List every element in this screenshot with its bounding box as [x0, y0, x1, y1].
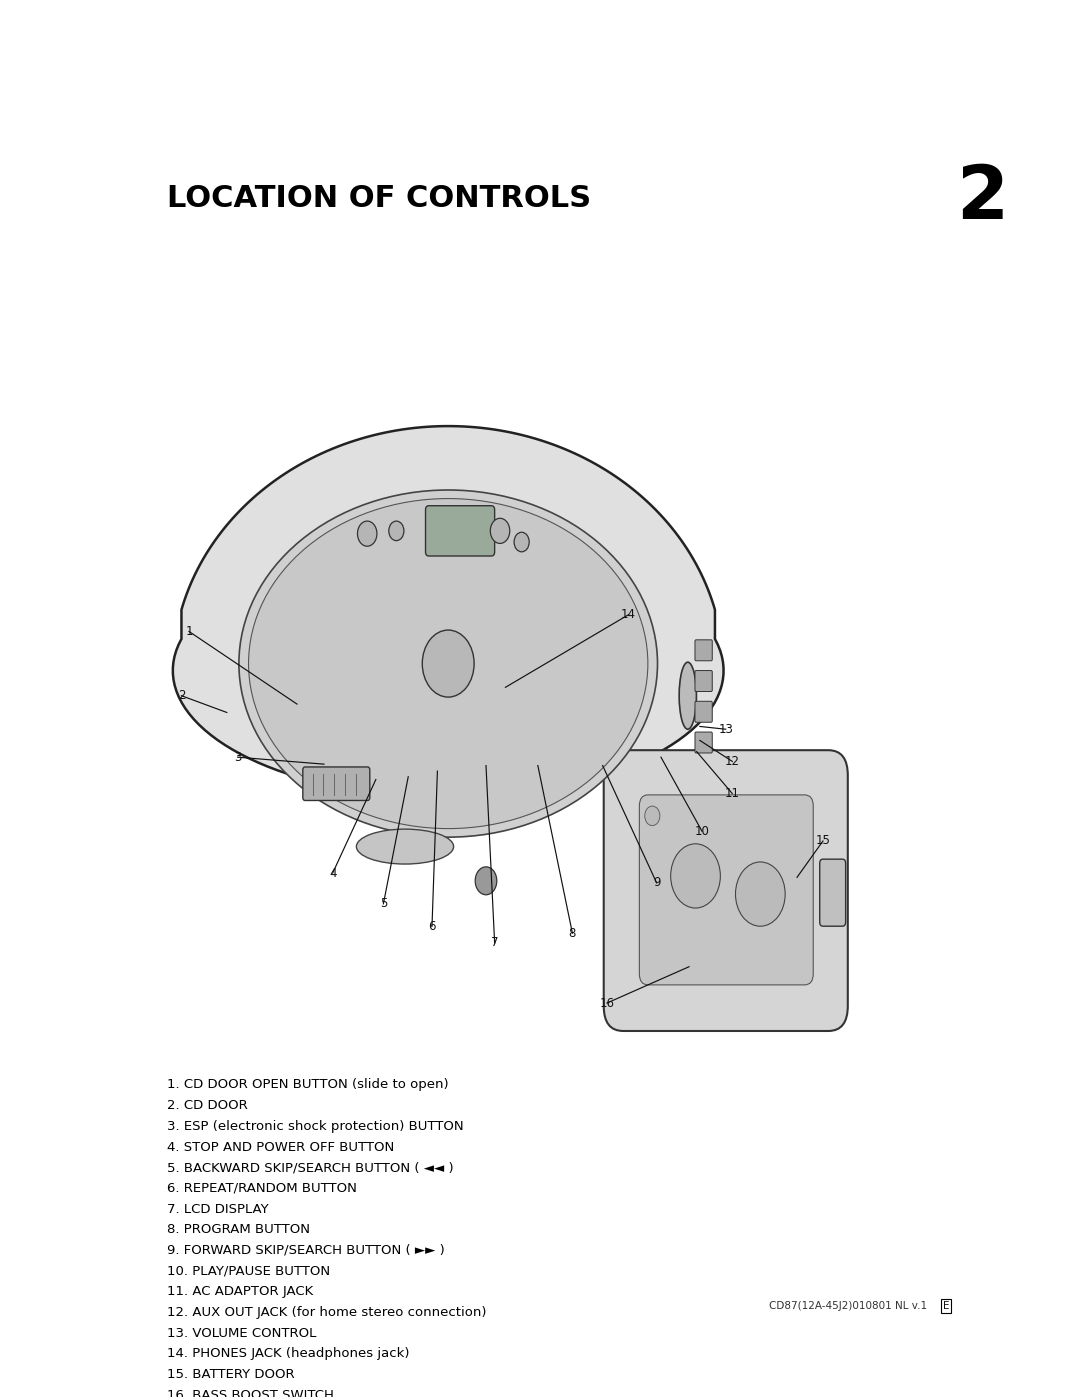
Ellipse shape	[679, 662, 697, 729]
Text: 6. REPEAT/RANDOM BUTTON: 6. REPEAT/RANDOM BUTTON	[167, 1182, 357, 1194]
Text: 13. VOLUME CONTROL: 13. VOLUME CONTROL	[167, 1327, 316, 1340]
Circle shape	[514, 532, 529, 552]
Text: LOCATION OF CONTROLS: LOCATION OF CONTROLS	[167, 184, 592, 212]
Text: 1: 1	[186, 624, 192, 638]
Text: 2. CD DOOR: 2. CD DOOR	[167, 1099, 248, 1112]
Text: E: E	[943, 1301, 949, 1312]
Text: 10. PLAY/PAUSE BUTTON: 10. PLAY/PAUSE BUTTON	[167, 1264, 330, 1278]
Text: 9. FORWARD SKIP/SEARCH BUTTON ( ►► ): 9. FORWARD SKIP/SEARCH BUTTON ( ►► )	[167, 1243, 445, 1257]
FancyBboxPatch shape	[696, 732, 713, 753]
Text: 14: 14	[621, 608, 636, 622]
Text: 1. CD DOOR OPEN BUTTON (slide to open): 1. CD DOOR OPEN BUTTON (slide to open)	[167, 1078, 449, 1091]
Text: 11. AC ADAPTOR JACK: 11. AC ADAPTOR JACK	[167, 1285, 313, 1298]
FancyBboxPatch shape	[302, 767, 369, 800]
Text: 3: 3	[234, 750, 241, 764]
Text: 12: 12	[725, 754, 740, 768]
Circle shape	[671, 844, 720, 908]
Text: 10: 10	[694, 824, 710, 838]
Circle shape	[735, 862, 785, 926]
Circle shape	[645, 806, 660, 826]
Circle shape	[389, 521, 404, 541]
Text: 16. BASS BOOST SWITCH: 16. BASS BOOST SWITCH	[167, 1389, 335, 1397]
Ellipse shape	[248, 499, 648, 828]
FancyBboxPatch shape	[639, 795, 813, 985]
Polygon shape	[173, 426, 724, 798]
FancyBboxPatch shape	[426, 506, 495, 556]
Text: 13: 13	[718, 722, 733, 736]
Circle shape	[422, 630, 474, 697]
Text: 4: 4	[329, 866, 336, 880]
FancyBboxPatch shape	[820, 859, 846, 926]
Text: 6: 6	[429, 919, 435, 933]
Text: 14. PHONES JACK (headphones jack): 14. PHONES JACK (headphones jack)	[167, 1347, 410, 1361]
Text: 15: 15	[815, 834, 831, 848]
Text: 12. AUX OUT JACK (for home stereo connection): 12. AUX OUT JACK (for home stereo connec…	[167, 1306, 487, 1319]
Text: 2: 2	[178, 689, 185, 703]
Text: 16: 16	[599, 996, 615, 1010]
Text: 3. ESP (electronic shock protection) BUTTON: 3. ESP (electronic shock protection) BUT…	[167, 1120, 464, 1133]
Text: 7: 7	[491, 936, 498, 950]
Text: 15. BATTERY DOOR: 15. BATTERY DOOR	[167, 1368, 295, 1382]
Text: 4. STOP AND POWER OFF BUTTON: 4. STOP AND POWER OFF BUTTON	[167, 1140, 394, 1154]
Text: 5: 5	[380, 897, 387, 911]
Text: 7. LCD DISPLAY: 7. LCD DISPLAY	[167, 1203, 269, 1215]
Text: 8. PROGRAM BUTTON: 8. PROGRAM BUTTON	[167, 1224, 310, 1236]
Text: CD87(12A-45J2)010801 NL v.1: CD87(12A-45J2)010801 NL v.1	[769, 1301, 927, 1312]
Text: 11: 11	[725, 787, 740, 800]
Ellipse shape	[356, 830, 454, 863]
Ellipse shape	[239, 490, 658, 837]
FancyBboxPatch shape	[696, 640, 713, 661]
FancyBboxPatch shape	[696, 701, 713, 722]
Text: 9: 9	[653, 876, 660, 890]
FancyBboxPatch shape	[696, 671, 713, 692]
Circle shape	[475, 866, 497, 895]
Circle shape	[357, 521, 377, 546]
Text: 8: 8	[569, 926, 576, 940]
FancyBboxPatch shape	[604, 750, 848, 1031]
Circle shape	[490, 518, 510, 543]
Text: 2: 2	[956, 162, 1008, 235]
Text: 5. BACKWARD SKIP/SEARCH BUTTON ( ◄◄ ): 5. BACKWARD SKIP/SEARCH BUTTON ( ◄◄ )	[167, 1161, 454, 1175]
